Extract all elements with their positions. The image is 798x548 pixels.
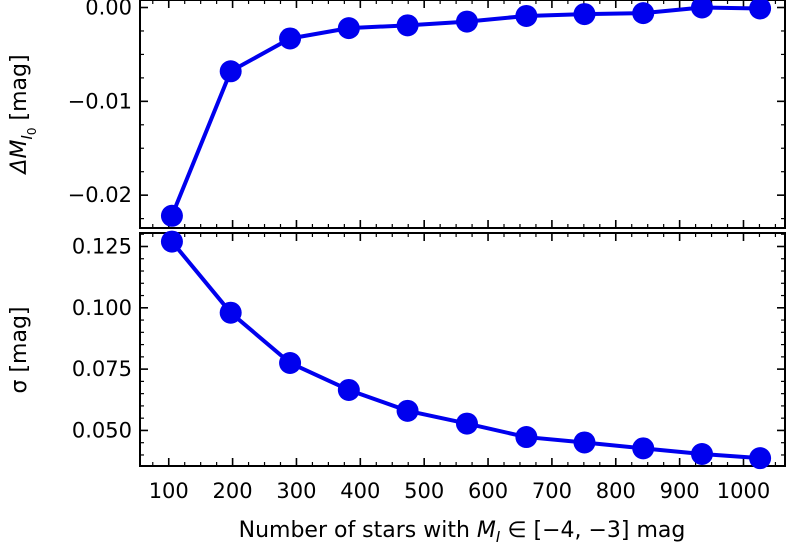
top-panel-frame (139, 0, 786, 229)
bottom-y-tick-label: 0.050 (72, 418, 132, 442)
bottom-data-point (219, 301, 242, 324)
x-axis-label-var: M (477, 518, 496, 543)
bottom-y-tick-label: 0.125 (72, 234, 132, 258)
x-tick-label: 300 (276, 479, 316, 503)
bottom-data-point (632, 437, 655, 460)
x-axis-label-prefix: Number of stars with (239, 518, 477, 543)
x-axis-label-suffix: ∈ [−4, −3] mag (500, 518, 685, 543)
bottom-data-point (396, 399, 419, 422)
bottom-panel-frame (139, 232, 786, 467)
top-panel-y-tick-labels: 0.00 −0.01 −0.02 (68, 0, 132, 207)
x-tick-label: 500 (404, 479, 444, 503)
x-axis-label: Number of stars with MI ∈ [−4, −3] mag (239, 518, 686, 546)
top-y-axis-label-main: ΔM (7, 140, 32, 176)
top-y-axis-label: ΔMI0 [mag] (7, 54, 39, 175)
bottom-data-point (690, 442, 713, 465)
top-panel-ticks (140, 0, 785, 228)
top-y-tick-label: −0.01 (68, 89, 132, 113)
top-data-point (515, 4, 538, 27)
x-tick-label: 100 (149, 479, 189, 503)
top-y-axis-label-unit: [mag] (7, 54, 32, 127)
x-tick-label: 800 (596, 479, 636, 503)
top-data-point (396, 14, 419, 37)
top-data-point (749, 0, 772, 20)
bottom-data-point (573, 431, 596, 454)
bottom-panel: 0.125 0.100 0.075 0.050 100 200 300 400 500 600 7… (7, 230, 786, 546)
bottom-y-tick-label: 0.100 (72, 296, 132, 320)
bottom-panel-series (160, 230, 772, 470)
top-data-point (573, 3, 596, 26)
bottom-data-point (515, 426, 538, 449)
x-tick-label: 200 (213, 479, 253, 503)
top-series-line (170, 5, 761, 217)
bottom-y-axis-label: σ [mag] (7, 307, 32, 394)
x-tick-label: 600 (468, 479, 508, 503)
bottom-data-point (160, 230, 183, 253)
x-tick-label: 700 (532, 479, 572, 503)
top-data-point (160, 204, 183, 227)
top-data-point (455, 10, 478, 33)
top-y-axis-label-subsub: 0 (25, 127, 39, 135)
bottom-panel-y-tick-labels: 0.125 0.100 0.075 0.050 (72, 234, 132, 442)
x-tick-label: 900 (660, 479, 700, 503)
top-y-tick-label: −0.02 (68, 183, 132, 207)
bottom-data-point (455, 412, 478, 435)
top-data-point (632, 2, 655, 25)
top-y-tick-label: 0.00 (85, 0, 132, 20)
top-panel: 0.00 −0.01 −0.02 ΔMI0 [mag] (7, 0, 786, 229)
top-y-axis-label-sub: I (18, 135, 36, 140)
bottom-y-tick-label: 0.075 (72, 357, 132, 381)
top-data-point (219, 60, 242, 83)
bottom-panel-x-tick-labels: 100 200 300 400 500 600 700 800 900 1000 (149, 479, 771, 503)
bottom-data-point (337, 378, 360, 401)
top-data-point (279, 27, 302, 50)
bottom-data-point (749, 447, 772, 470)
x-axis-label-sub: I (496, 528, 501, 546)
x-tick-label: 400 (340, 479, 380, 503)
top-panel-series (160, 0, 772, 227)
top-data-point (337, 17, 360, 40)
x-tick-label: 1000 (717, 479, 770, 503)
bottom-data-point (279, 351, 302, 374)
top-data-point (690, 0, 713, 19)
